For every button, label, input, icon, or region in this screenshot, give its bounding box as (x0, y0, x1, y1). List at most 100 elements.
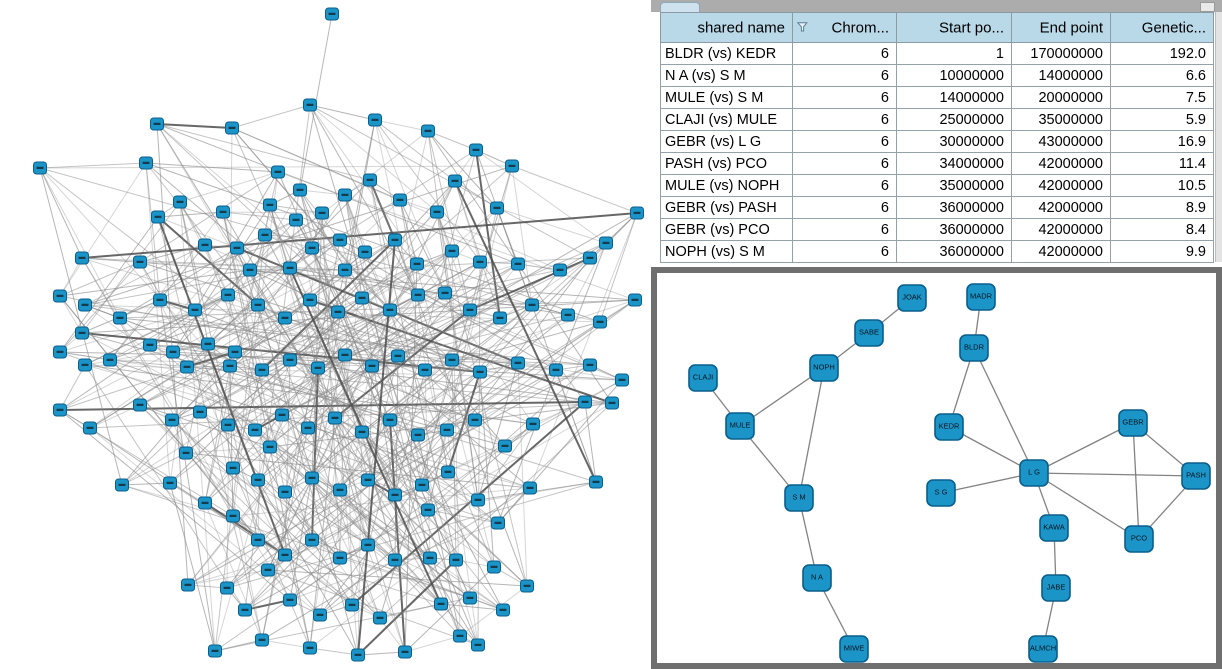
node-s-m[interactable]: S M (784, 484, 814, 512)
network-node[interactable] (143, 338, 157, 352)
network-node[interactable] (225, 121, 239, 135)
network-node[interactable] (438, 286, 452, 300)
network-node[interactable] (293, 183, 307, 197)
table-cell[interactable]: 7.5 (1110, 86, 1214, 109)
network-node[interactable] (325, 7, 339, 21)
network-node[interactable] (283, 353, 297, 367)
node-jabe[interactable]: JABE (1041, 574, 1071, 602)
network-node[interactable] (311, 361, 325, 375)
network-node[interactable] (490, 201, 504, 215)
table-cell[interactable]: 36000000 (896, 218, 1012, 241)
table-row[interactable]: N A (vs) S M 6 10000000 14000000 6.6 (660, 64, 1214, 87)
table-cell[interactable]: 42000000 (1011, 196, 1111, 219)
network-node[interactable] (221, 418, 235, 432)
network-edge[interactable] (1132, 422, 1140, 540)
network-node[interactable] (487, 560, 501, 574)
table-cell[interactable]: 6 (792, 152, 897, 175)
network-node[interactable] (33, 161, 47, 175)
table-cell[interactable]: 6 (792, 86, 897, 109)
table-cell[interactable]: MULE (vs) NOPH (660, 174, 793, 197)
node-shape[interactable] (1041, 574, 1071, 602)
table-row[interactable]: GEBR (vs) PASH 6 36000000 42000000 8.9 (660, 196, 1214, 219)
table-cell[interactable]: 30000000 (896, 130, 1012, 153)
table-cell[interactable]: 9.9 (1110, 240, 1214, 263)
table-cell[interactable]: CLAJI (vs) MULE (660, 108, 793, 131)
table-cell[interactable]: 25000000 (896, 108, 1012, 131)
network-node[interactable] (361, 538, 375, 552)
table-cell[interactable]: 6 (792, 218, 897, 241)
table-cell[interactable]: 6 (792, 42, 897, 65)
network-node[interactable] (526, 417, 540, 431)
network-node[interactable] (615, 373, 629, 387)
node-madr[interactable]: MADR (966, 283, 996, 311)
table-cell[interactable]: 6 (792, 130, 897, 153)
table-cell[interactable]: 20000000 (1011, 86, 1111, 109)
network-node[interactable] (230, 241, 244, 255)
network-node[interactable] (315, 206, 329, 220)
network-node[interactable] (471, 493, 485, 507)
table-cell[interactable]: 6 (792, 196, 897, 219)
node-gebr[interactable]: GEBR (1118, 409, 1148, 437)
node-shape[interactable] (802, 564, 832, 592)
network-node[interactable] (578, 395, 592, 409)
node-pco[interactable]: PCO (1124, 525, 1154, 553)
network-node[interactable] (393, 193, 407, 207)
table-cell[interactable]: 5.9 (1110, 108, 1214, 131)
table-cell[interactable]: 16.9 (1110, 130, 1214, 153)
network-node[interactable] (173, 195, 187, 209)
table-row[interactable]: GEBR (vs) PCO 6 36000000 42000000 8.4 (660, 218, 1214, 241)
network-node[interactable] (523, 481, 537, 495)
network-node[interactable] (363, 173, 377, 187)
network-node[interactable] (53, 345, 67, 359)
node-shape[interactable] (688, 364, 718, 392)
table-row[interactable]: PASH (vs) PCO 6 34000000 42000000 11.4 (660, 152, 1214, 175)
network-node[interactable] (469, 143, 483, 157)
node-miwe[interactable]: MIWE (839, 635, 869, 663)
network-node[interactable] (188, 303, 202, 317)
scrollbar-fragment[interactable] (1200, 2, 1215, 12)
network-node[interactable] (388, 553, 402, 567)
network-node[interactable] (289, 213, 303, 227)
column-header-start-po[interactable]: Start po... (896, 12, 1012, 43)
network-node[interactable] (338, 263, 352, 277)
node-bldr[interactable]: BLDR (959, 334, 989, 362)
network-node[interactable] (498, 439, 512, 453)
network-node[interactable] (226, 509, 240, 523)
network-node[interactable] (75, 251, 89, 265)
network-node[interactable] (226, 461, 240, 475)
network-node[interactable] (263, 198, 277, 212)
network-node[interactable] (445, 353, 459, 367)
network-node[interactable] (361, 473, 375, 487)
table-row[interactable]: GEBR (vs) L G 6 30000000 43000000 16.9 (660, 130, 1214, 153)
node-sabe[interactable]: SABE (854, 319, 884, 347)
column-header-chrom[interactable]: Chrom... (792, 12, 897, 43)
network-node[interactable] (139, 156, 153, 170)
table-cell[interactable]: 6 (792, 108, 897, 131)
network-node[interactable] (198, 496, 212, 510)
table-cell[interactable]: 170000000 (1011, 42, 1111, 65)
table-cell[interactable]: 6 (792, 174, 897, 197)
network-node[interactable] (463, 303, 477, 317)
table-cell[interactable]: 35000000 (1011, 108, 1111, 131)
network-node[interactable] (630, 206, 644, 220)
network-node[interactable] (383, 303, 397, 317)
table-cell[interactable]: PASH (vs) PCO (660, 152, 793, 175)
network-node[interactable] (220, 581, 234, 595)
network-node[interactable] (113, 311, 127, 325)
network-node[interactable] (473, 365, 487, 379)
node-shape[interactable] (959, 334, 989, 362)
network-node[interactable] (53, 289, 67, 303)
network-node[interactable] (78, 358, 92, 372)
network-node[interactable] (628, 293, 642, 307)
node-shape[interactable] (1124, 525, 1154, 553)
network-node[interactable] (589, 475, 603, 489)
network-node[interactable] (453, 629, 467, 643)
table-row[interactable]: NOPH (vs) S M 6 36000000 42000000 9.9 (660, 240, 1214, 263)
node-shape[interactable] (1181, 462, 1211, 490)
node-shape[interactable] (809, 354, 839, 382)
column-header-shared-name[interactable]: shared name (660, 12, 793, 43)
table-cell[interactable]: 10000000 (896, 64, 1012, 87)
network-node[interactable] (430, 205, 444, 219)
network-edge[interactable] (1033, 472, 1197, 477)
network-node[interactable] (491, 516, 505, 530)
